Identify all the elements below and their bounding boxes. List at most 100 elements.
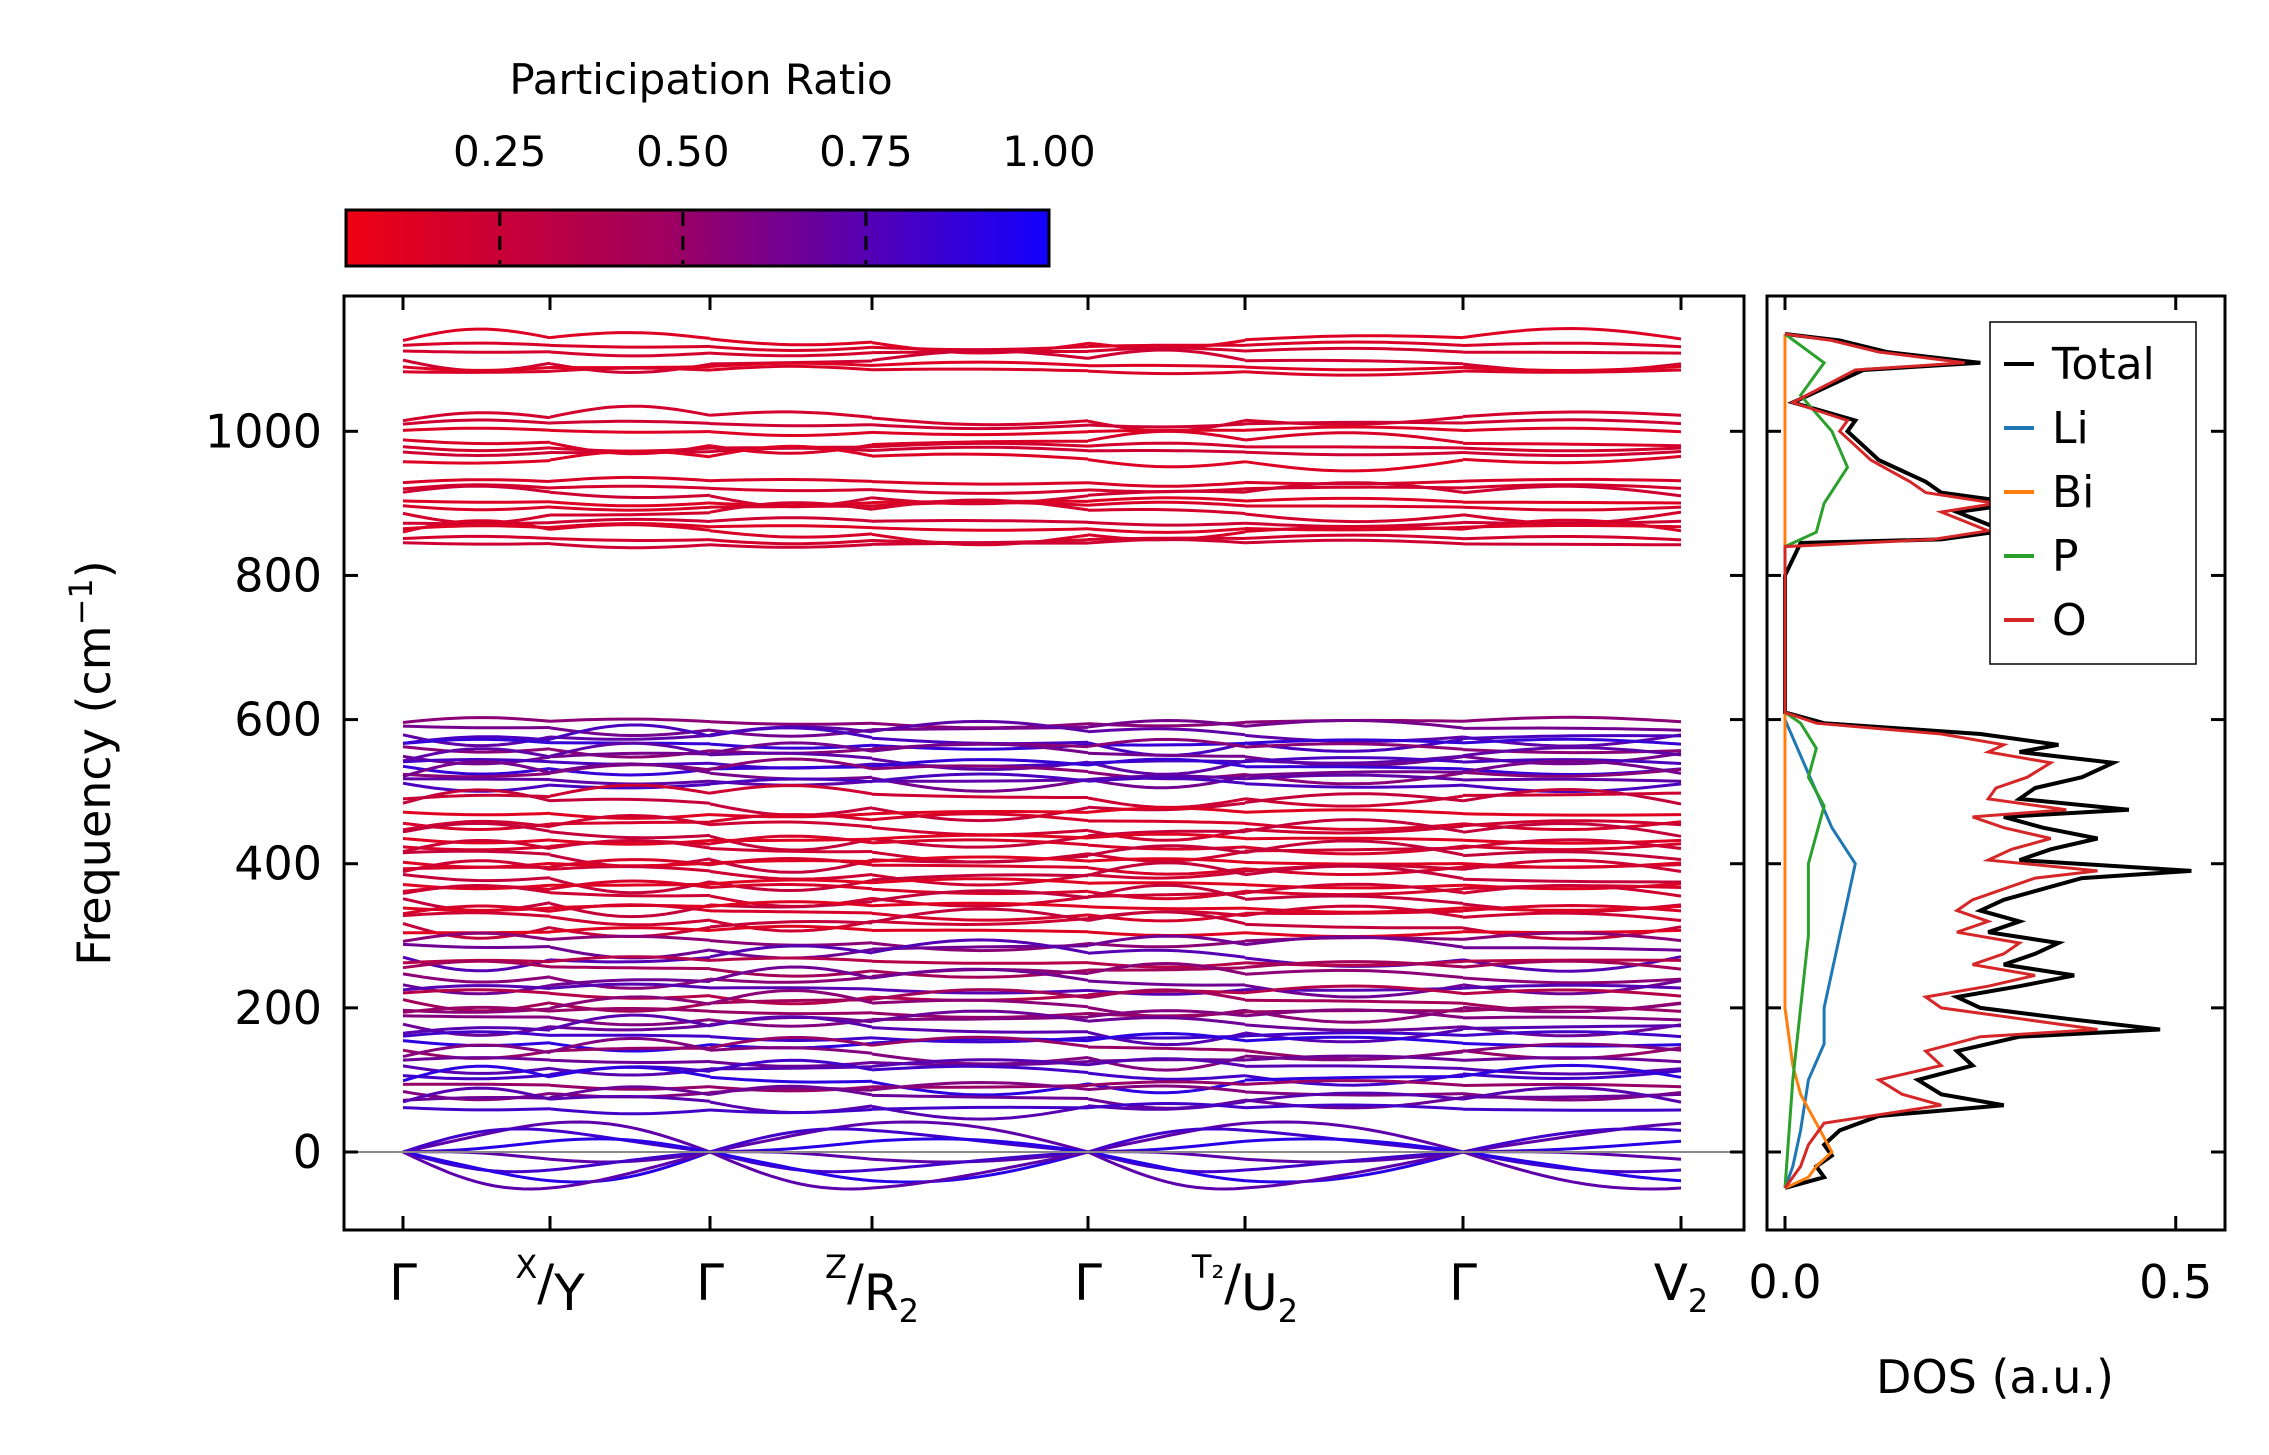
phonon-band (1462, 946, 1682, 952)
phonon-band (710, 986, 873, 991)
phonon-band (709, 1015, 873, 1029)
phonon-band (872, 863, 1089, 869)
phonon-band (709, 847, 873, 854)
phonon-band (549, 1001, 711, 1013)
phonon-band (1244, 496, 1464, 504)
phonon-band (709, 543, 873, 549)
phonon-band (1244, 742, 1464, 751)
phonon-band (1244, 481, 1464, 494)
acoustic-branch (709, 1150, 873, 1183)
phonon-band (402, 1043, 551, 1059)
phonon-band (549, 484, 711, 490)
legend-label: Total (2051, 339, 2155, 390)
phonon-band (1462, 518, 1682, 533)
dos-x-axis-label: DOS (a.u.) (1876, 1350, 2114, 1404)
phonon-band (549, 865, 711, 873)
acoustic-branch (1087, 1127, 1246, 1154)
phonon-band (709, 430, 873, 437)
phonon-band (402, 777, 551, 781)
phonon-band (1244, 538, 1464, 546)
phonon-band (1462, 441, 1682, 448)
phonon-band (1244, 365, 1464, 372)
phonon-band (1244, 525, 1464, 533)
phonon-band (1087, 774, 1246, 781)
phonon-band (709, 422, 873, 428)
phonon-band (1244, 836, 1464, 842)
phonon-band (549, 741, 711, 758)
phonon-band (1087, 806, 1246, 814)
phonon-band (1244, 935, 1464, 949)
phonon-band (709, 812, 873, 819)
phonon-band (549, 1065, 711, 1079)
phonon-band (549, 449, 711, 462)
phonon-band (1087, 832, 1246, 840)
phonon-band (1462, 450, 1682, 457)
phonon-band (1087, 527, 1246, 534)
phonon-band (1462, 535, 1682, 542)
phonon-band (709, 726, 873, 739)
phonon-band (872, 778, 1089, 783)
phonon-band (1087, 346, 1246, 353)
dos-lines (1783, 332, 2192, 1190)
x-tick-label: V2 (1654, 1254, 1709, 1320)
phonon-band (709, 878, 873, 886)
phonon-band (709, 1108, 873, 1115)
phonon-band (709, 834, 873, 846)
phonon-band (402, 445, 551, 453)
phonon-band (549, 813, 711, 828)
phonon-band (709, 538, 873, 546)
phonon-band (1462, 726, 1682, 732)
phonon-band (1244, 450, 1464, 457)
phonon-band (1244, 458, 1464, 473)
acoustic-branch (709, 1150, 873, 1191)
phonon-band (1462, 884, 1682, 898)
phonon-band (1087, 905, 1246, 911)
phonon-band (871, 1093, 1089, 1100)
phonon-band (872, 1015, 1089, 1021)
acoustic-branch (549, 1137, 711, 1154)
phonon-band (871, 812, 1089, 823)
phonon-band (871, 430, 1089, 437)
phonon-band (402, 849, 551, 856)
x-tick-label: Γ (389, 1254, 417, 1312)
phonon-band (871, 1058, 1089, 1068)
acoustic-branch (871, 1120, 1089, 1154)
phonon-band (1087, 857, 1246, 864)
x-tick-label: Γ (1449, 1254, 1477, 1312)
phonon-band (402, 747, 551, 763)
phonon-band (1087, 934, 1246, 947)
phonon-band (1244, 533, 1464, 541)
phonon-band (709, 944, 873, 959)
phonon-band (549, 1013, 711, 1031)
dos-series-bi (1783, 334, 1834, 1190)
phonon-band (1462, 821, 1682, 838)
acoustic-branch (871, 1150, 1089, 1172)
phonon-band (402, 1096, 551, 1102)
phonon-band (871, 488, 1089, 495)
phonon-band (1087, 429, 1246, 443)
phonon-band (402, 745, 551, 754)
phonon-band (709, 1046, 873, 1055)
phonon-band (549, 428, 711, 434)
phonon-band (1462, 1069, 1682, 1081)
phonon-band (1462, 955, 1682, 973)
acoustic-branch (1244, 1137, 1464, 1154)
y-tick-label: 800 (234, 548, 322, 602)
phonon-band (402, 1005, 551, 1014)
phonon-band (709, 856, 873, 867)
phonon-band (549, 982, 711, 990)
phonon-band (1087, 776, 1246, 785)
phonon-band (1462, 737, 1682, 746)
x-tick-label: T₂/U2 (1191, 1248, 1298, 1330)
phonon-band (1462, 484, 1682, 498)
phonon-band (549, 762, 711, 775)
phonon-band (402, 459, 551, 465)
phonon-band (549, 965, 711, 971)
phonon-band (402, 819, 551, 832)
phonon-band (549, 723, 711, 741)
phonon-band (1462, 988, 1682, 998)
phonon-band (1245, 765, 1464, 771)
phonon-band (709, 777, 873, 786)
acoustic-branch (871, 1150, 1089, 1184)
phonon-band (402, 478, 551, 485)
